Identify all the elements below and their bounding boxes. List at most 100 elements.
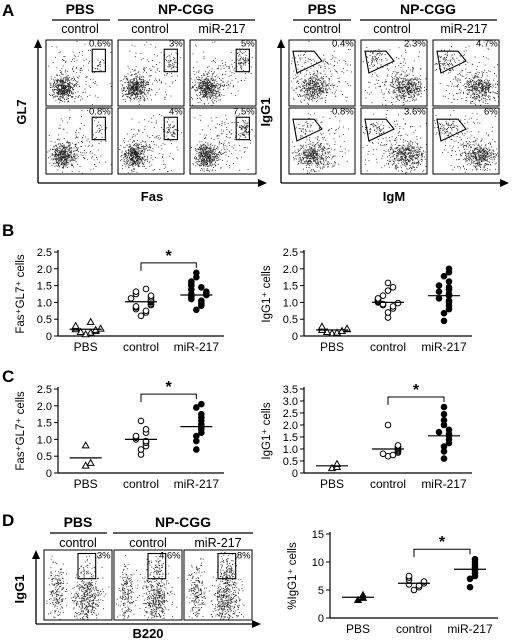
event-dot: [379, 52, 381, 54]
event-dot: [192, 86, 193, 88]
event-dot: [128, 86, 130, 88]
event-dot: [320, 90, 322, 92]
event-dot: [195, 87, 197, 88]
event-dot: [60, 153, 61, 155]
event-dot: [320, 65, 322, 67]
event-dot: [413, 90, 415, 92]
event-dot: [65, 166, 67, 168]
event-dot: [134, 164, 136, 166]
event-dot: [419, 85, 421, 87]
event-dots: [362, 43, 427, 106]
event-dot: [129, 97, 131, 99]
event-dot: [174, 66, 176, 68]
event-dot: [203, 94, 205, 96]
event-dot: [238, 59, 240, 61]
event-dot: [58, 94, 60, 96]
event-dot: [127, 96, 128, 98]
event-dot: [129, 146, 130, 148]
event-dot: [58, 80, 60, 81]
event-dot: [311, 94, 312, 96]
event-dot: [412, 71, 413, 73]
event-dot: [215, 150, 217, 152]
event-dot: [135, 88, 137, 90]
event-dot: [380, 52, 381, 54]
event-dot: [484, 90, 486, 91]
event-dot: [141, 81, 143, 83]
event-dot: [62, 154, 64, 156]
event-dot: [326, 84, 328, 86]
event-dot: [169, 63, 171, 65]
event-dot: [134, 140, 136, 142]
event-dot: [173, 57, 175, 58]
event-dot: [129, 157, 130, 158]
event-dot: [59, 146, 61, 147]
event-dot: [157, 68, 159, 69]
event-dot: [411, 85, 413, 87]
event-dot: [326, 85, 328, 86]
event-dot: [135, 97, 137, 99]
event-dot: [308, 87, 310, 89]
event-dot: [392, 91, 394, 93]
event-dot: [488, 85, 489, 87]
event-dot: [488, 85, 490, 87]
event-dot: [305, 81, 306, 83]
event-dot: [54, 89, 56, 90]
event-dot: [173, 70, 175, 71]
event-dot: [478, 81, 480, 83]
event-dot: [313, 70, 315, 72]
event-dot: [94, 138, 96, 139]
event-dot: [409, 94, 411, 96]
event-dot: [144, 148, 146, 150]
event-dot: [412, 68, 414, 70]
event-dot: [212, 94, 213, 96]
event-dot: [65, 60, 67, 62]
event-dot: [132, 88, 134, 90]
event-dot: [77, 147, 79, 149]
event-dot: [304, 88, 305, 89]
event-dot: [171, 82, 173, 84]
event-dot: [89, 60, 90, 62]
event-dot: [53, 96, 55, 98]
event-dot: [312, 91, 313, 93]
event-dot: [172, 130, 174, 132]
event-dot: [467, 83, 469, 85]
event-dot: [415, 98, 417, 100]
event-dot: [392, 86, 394, 88]
event-dot: [409, 100, 411, 102]
event-dot: [134, 149, 136, 151]
event-dot: [315, 74, 317, 76]
event-dot: [134, 154, 136, 156]
event-dot: [300, 71, 301, 73]
event-dot: [132, 83, 134, 85]
event-dot: [206, 80, 208, 82]
event-dot: [480, 104, 481, 106]
event-dot: [234, 67, 236, 69]
event-dot: [97, 125, 99, 126]
event-dot: [207, 169, 208, 171]
event-dot: [490, 85, 491, 87]
event-dot: [207, 88, 209, 90]
event-dot: [173, 59, 174, 61]
event-dot: [398, 71, 400, 73]
event-dot: [324, 85, 326, 87]
event-dot: [167, 60, 169, 61]
event-dot: [448, 72, 449, 74]
event-dot: [48, 150, 50, 152]
event-dot: [203, 87, 205, 89]
event-dot: [59, 166, 61, 168]
event-dot: [194, 74, 196, 75]
event-dot: [302, 87, 303, 89]
event-dot: [70, 90, 72, 92]
event-dot: [141, 150, 143, 152]
event-dot: [319, 89, 321, 91]
event-dot: [64, 154, 66, 156]
event-dot: [306, 90, 308, 92]
event-dot: [204, 89, 206, 91]
event-dot: [137, 144, 138, 146]
event-dot: [69, 82, 71, 84]
event-dot: [451, 102, 453, 104]
event-dot: [58, 89, 59, 90]
event-dot: [77, 55, 79, 57]
event-dot: [469, 82, 471, 83]
event-dot: [132, 85, 134, 86]
